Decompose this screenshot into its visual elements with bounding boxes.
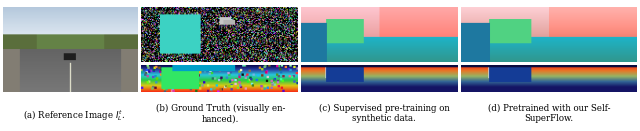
Text: (b) Ground Truth (visually en-
hanced).: (b) Ground Truth (visually en- hanced). bbox=[156, 104, 285, 123]
Text: (d) Pretrained with our Self-
SuperFlow.: (d) Pretrained with our Self- SuperFlow. bbox=[488, 104, 611, 123]
Text: (c) Supervised pre-training on
synthetic data.: (c) Supervised pre-training on synthetic… bbox=[319, 104, 449, 123]
Text: (a) Reference Image $I_L^t$.: (a) Reference Image $I_L^t$. bbox=[22, 108, 125, 123]
